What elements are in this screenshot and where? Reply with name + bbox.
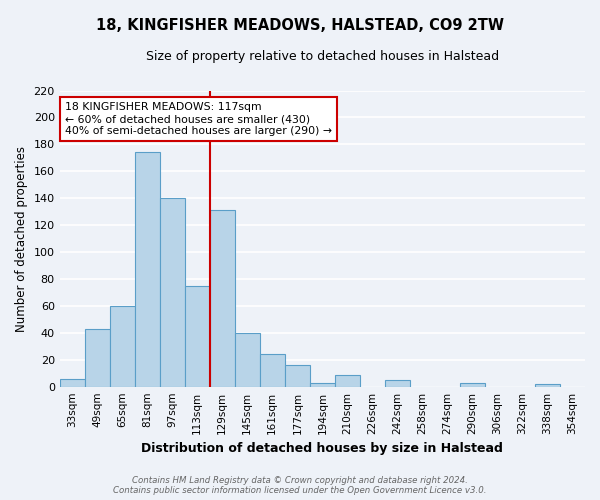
Text: 18, KINGFISHER MEADOWS, HALSTEAD, CO9 2TW: 18, KINGFISHER MEADOWS, HALSTEAD, CO9 2T…: [96, 18, 504, 32]
Bar: [310, 382, 335, 386]
Text: 18 KINGFISHER MEADOWS: 117sqm
← 60% of detached houses are smaller (430)
40% of : 18 KINGFISHER MEADOWS: 117sqm ← 60% of d…: [65, 102, 332, 136]
Bar: [385, 380, 410, 386]
Bar: [285, 365, 310, 386]
X-axis label: Distribution of detached houses by size in Halstead: Distribution of detached houses by size …: [142, 442, 503, 455]
Bar: [335, 374, 360, 386]
Title: Size of property relative to detached houses in Halstead: Size of property relative to detached ho…: [146, 50, 499, 63]
Bar: [260, 354, 285, 386]
Bar: [185, 286, 210, 386]
Y-axis label: Number of detached properties: Number of detached properties: [15, 146, 28, 332]
Bar: [210, 210, 235, 386]
Bar: [535, 384, 560, 386]
Bar: [85, 329, 110, 386]
Bar: [235, 333, 260, 386]
Bar: [160, 198, 185, 386]
Bar: [460, 382, 485, 386]
Bar: [110, 306, 135, 386]
Bar: [59, 378, 85, 386]
Text: Contains HM Land Registry data © Crown copyright and database right 2024.
Contai: Contains HM Land Registry data © Crown c…: [113, 476, 487, 495]
Bar: [135, 152, 160, 386]
